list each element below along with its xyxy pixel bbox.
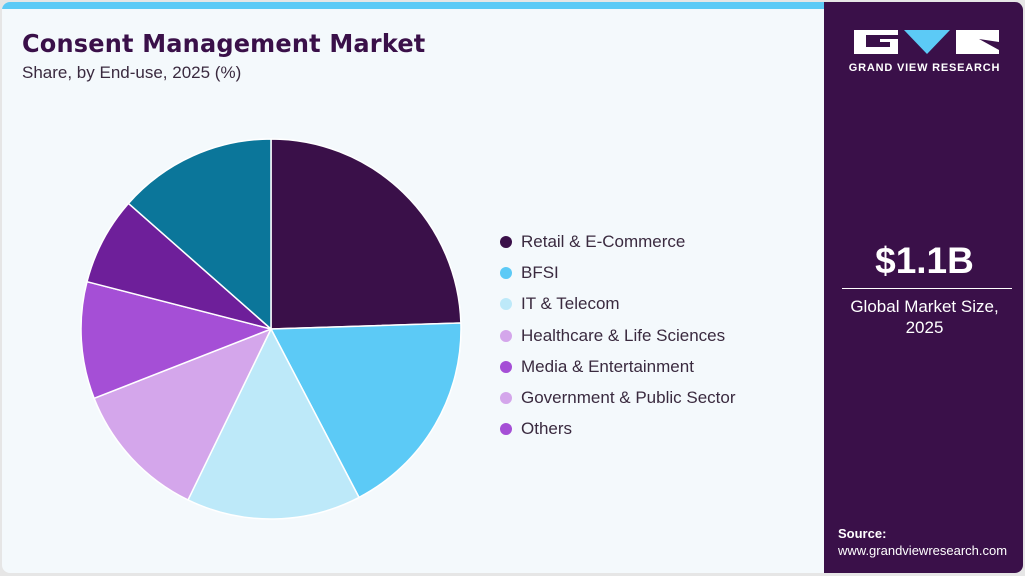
- legend-dot-icon: [500, 298, 512, 311]
- legend-item: IT & Telecom: [500, 289, 735, 320]
- legend-label: Government & Public Sector: [521, 388, 736, 408]
- legend-item: Others: [500, 414, 735, 445]
- legend-dot-icon: [500, 360, 512, 373]
- legend-dot-icon: [500, 423, 512, 436]
- source-link[interactable]: www.grandviewresearch.com: [838, 543, 1008, 558]
- divider: [842, 288, 1012, 289]
- caption-line-2: 2025: [905, 318, 944, 337]
- slice-others: [127, 138, 272, 330]
- legend-label: Retail & E-Commerce: [521, 231, 686, 251]
- legend-label: Healthcare & Life Sciences: [521, 325, 726, 345]
- legend-item: Healthcare & Life Sciences: [500, 320, 735, 351]
- slice-it-telecom: [187, 328, 360, 520]
- info-sidebar: GRAND VIEW RESEARCH $1.1B Global Market …: [824, 2, 1023, 573]
- legend-dot-icon: [500, 266, 512, 279]
- slice-media: [80, 280, 272, 400]
- slice-bfsi: [270, 322, 462, 499]
- market-size-caption: Global Market Size, 2025: [824, 296, 1023, 338]
- brand-name: GRAND VIEW RESEARCH: [848, 62, 1001, 74]
- slice-healthcare: [93, 328, 272, 501]
- legend-item: Government & Public Sector: [500, 382, 735, 413]
- legend-dot-icon: [500, 235, 512, 248]
- legend-label: Others: [521, 419, 573, 439]
- legend-item: Retail & E-Commerce: [500, 226, 735, 257]
- legend-item: Media & Entertainment: [500, 351, 735, 382]
- pie-chart: [80, 138, 462, 520]
- chart-subtitle: Share, by End-use, 2025 (%): [22, 63, 242, 82]
- grand-view-research-logo-icon: [854, 30, 999, 54]
- accent-bar: [2, 2, 824, 9]
- legend-dot-icon: [500, 392, 512, 405]
- chart-title: Consent Management Market: [22, 29, 426, 58]
- legend: Retail & E-Commerce BFSI IT & Telecom He…: [500, 226, 735, 445]
- legend-dot-icon: [500, 329, 512, 342]
- legend-label: BFSI: [521, 262, 559, 282]
- slice-retail-e-commerce: [270, 138, 462, 330]
- source-label: Source:: [838, 526, 887, 541]
- caption-line-1: Global Market Size,: [850, 297, 999, 316]
- market-size-value: $1.1B: [875, 240, 974, 281]
- legend-item: BFSI: [500, 257, 735, 288]
- legend-label: IT & Telecom: [521, 294, 620, 314]
- legend-label: Media & Entertainment: [521, 356, 694, 376]
